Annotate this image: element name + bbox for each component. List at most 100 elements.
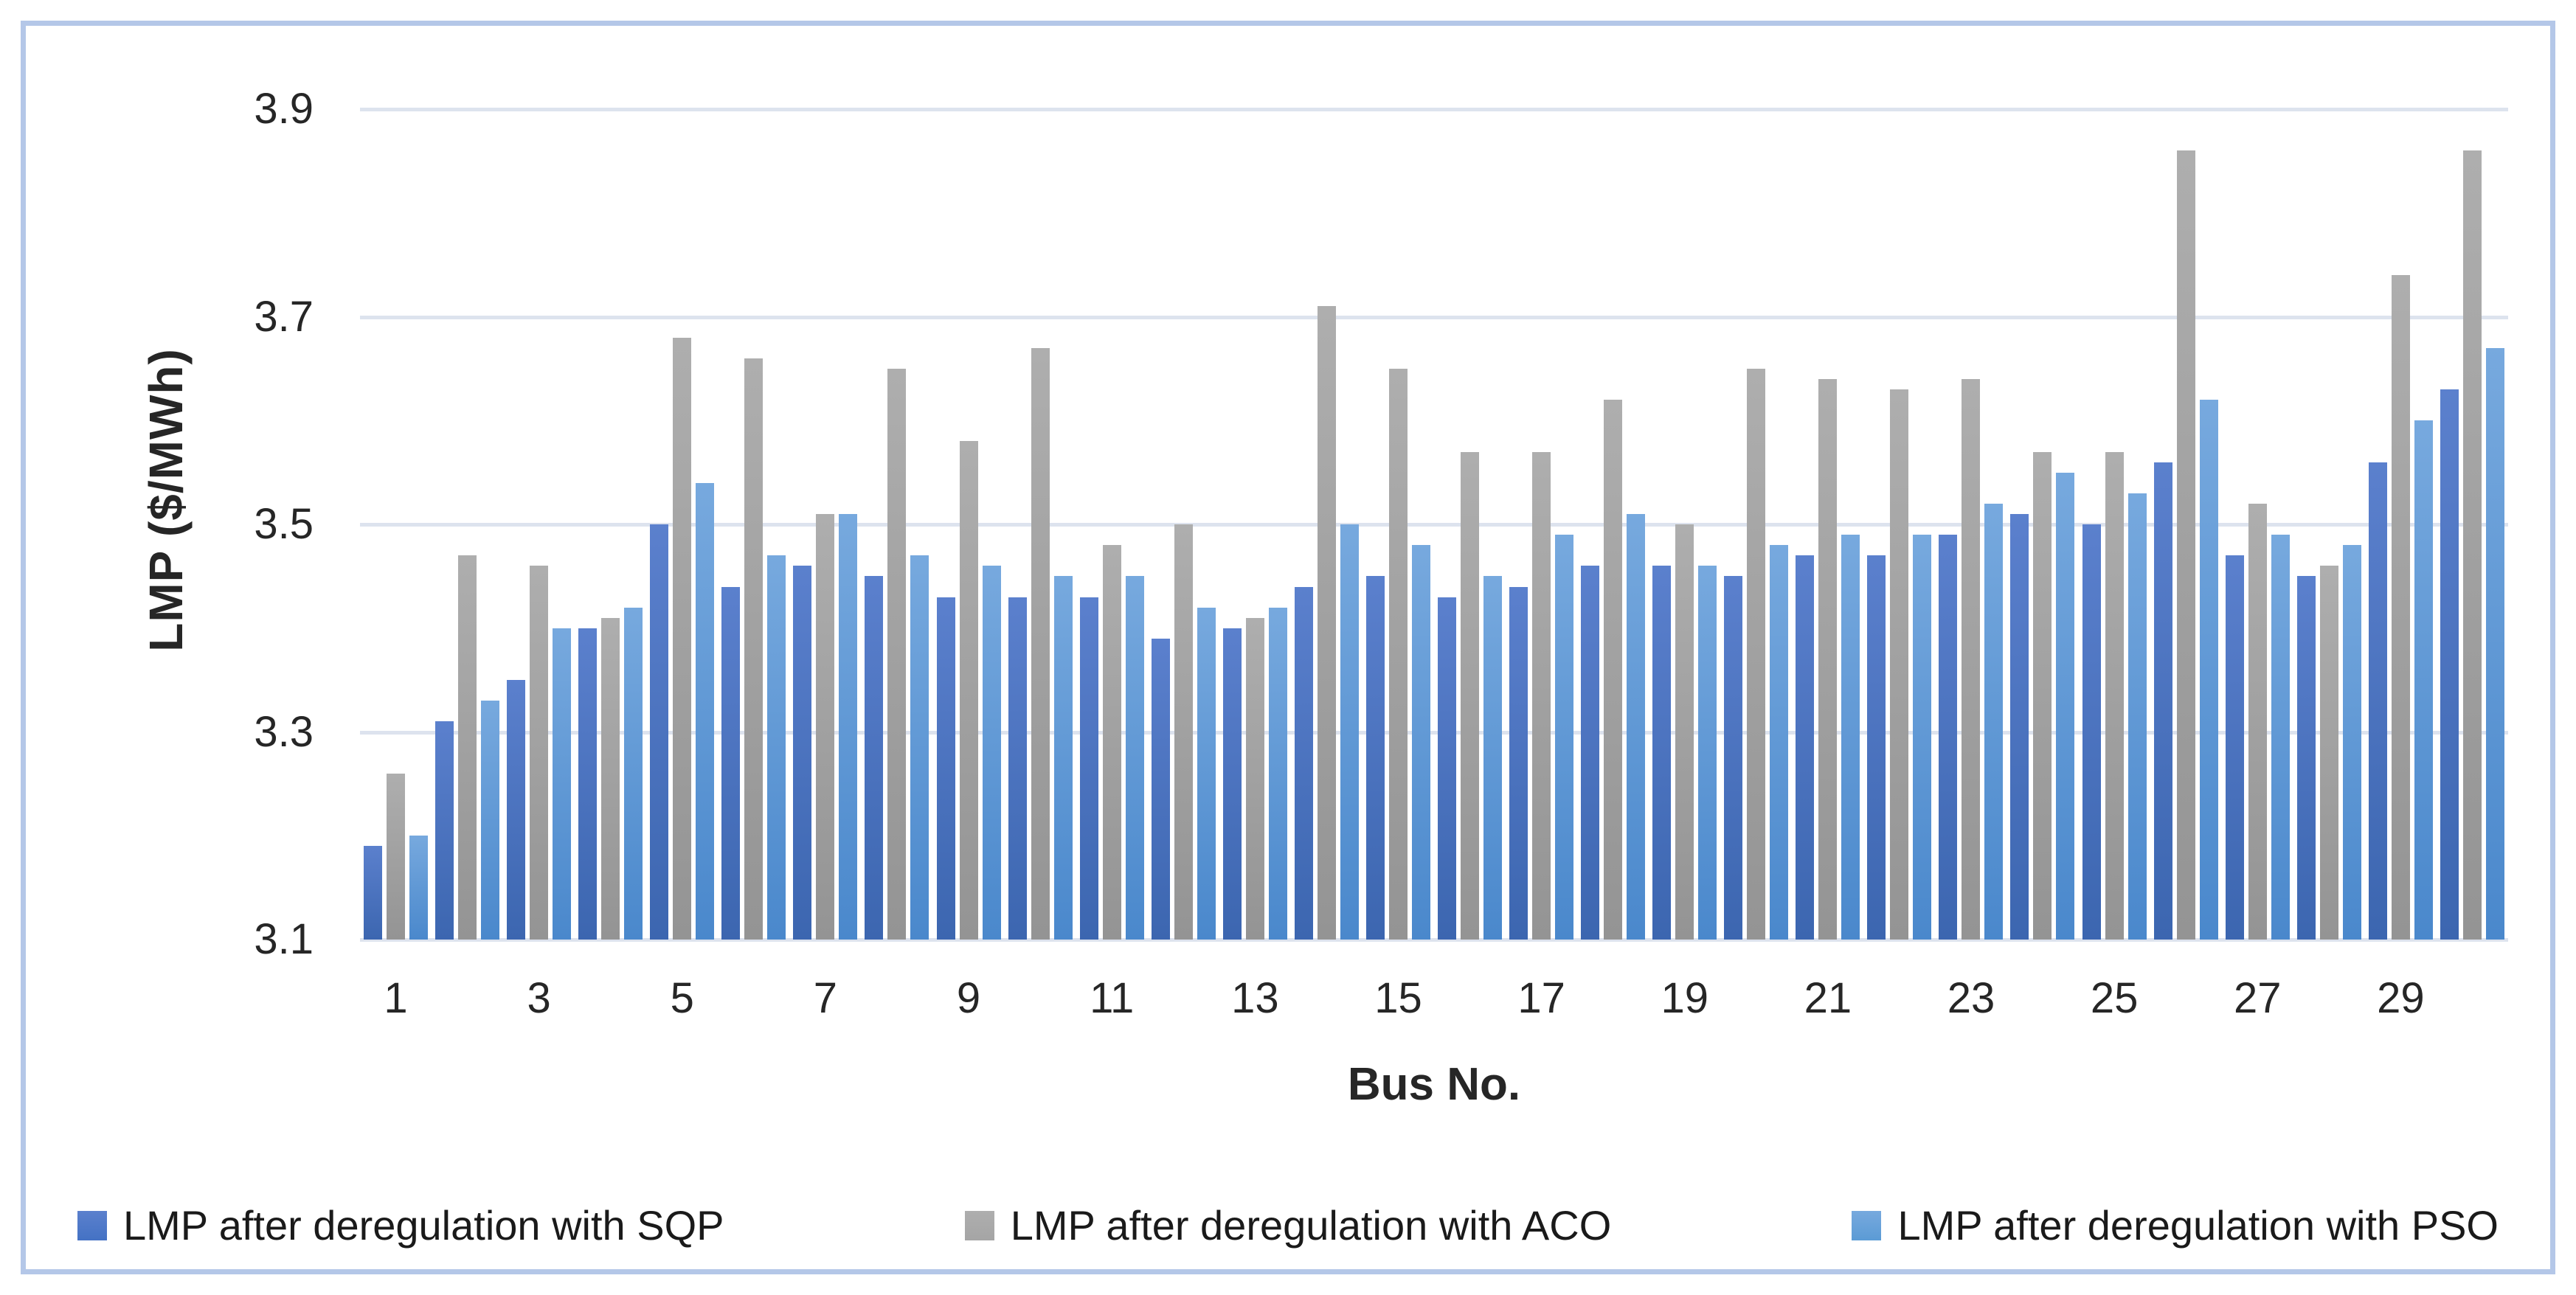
bar bbox=[673, 337, 692, 940]
bar bbox=[2485, 347, 2504, 940]
bar bbox=[1581, 566, 1600, 940]
x-tick-label: 25 bbox=[2090, 974, 2139, 1022]
legend: LMP after deregulation with SQP LMP after… bbox=[77, 1185, 2499, 1266]
bar bbox=[1222, 628, 1242, 940]
bar bbox=[601, 617, 620, 940]
bar-group-bus-20 bbox=[1724, 109, 1789, 940]
bar bbox=[624, 607, 643, 940]
legend-item: LMP after deregulation with SQP bbox=[77, 1204, 724, 1248]
bar bbox=[1151, 638, 1170, 940]
bar bbox=[1841, 535, 1860, 940]
bar bbox=[1174, 524, 1193, 940]
x-tick-label: 11 bbox=[1090, 974, 1135, 1022]
bar-group-bus-26 bbox=[2153, 109, 2218, 940]
y-tick-label: 3.9 bbox=[254, 85, 314, 133]
x-tick-label: 29 bbox=[2377, 974, 2425, 1022]
bar bbox=[1365, 576, 1385, 940]
bar bbox=[1747, 368, 1766, 940]
bar bbox=[2127, 493, 2147, 940]
bar bbox=[2296, 576, 2316, 940]
bar bbox=[2368, 462, 2387, 940]
bar bbox=[1939, 535, 1958, 940]
bar bbox=[2319, 566, 2338, 940]
x-tick-label: 21 bbox=[1804, 974, 1852, 1022]
bar bbox=[2248, 503, 2267, 940]
legend-item: LMP after deregulation with ACO bbox=[964, 1204, 1611, 1248]
bar bbox=[578, 628, 598, 940]
bar bbox=[364, 846, 383, 940]
bar bbox=[409, 836, 429, 940]
bar-group-bus-22 bbox=[1867, 109, 1932, 940]
gridline bbox=[360, 315, 2508, 319]
y-tick-label: 3.7 bbox=[254, 292, 314, 341]
bar bbox=[959, 441, 978, 940]
legend-item: LMP after deregulation with PSO bbox=[1852, 1204, 2499, 1248]
bar bbox=[1031, 347, 1050, 940]
bar-group-bus-9 bbox=[936, 109, 1001, 940]
bar-group-bus-25 bbox=[2082, 109, 2147, 940]
bar bbox=[2199, 400, 2218, 940]
bar bbox=[865, 576, 884, 940]
x-tick-label: 23 bbox=[1947, 974, 1995, 1022]
bar bbox=[721, 586, 741, 940]
bar-group-bus-29 bbox=[2368, 109, 2433, 940]
bar bbox=[793, 566, 812, 940]
bar bbox=[1340, 524, 1359, 940]
legend-swatch bbox=[964, 1211, 994, 1240]
x-tick-label: 1 bbox=[384, 974, 408, 1022]
bar bbox=[1796, 555, 1815, 940]
bar bbox=[887, 368, 907, 940]
bar bbox=[1245, 617, 1264, 940]
bar bbox=[2271, 535, 2290, 940]
bar-group-bus-6 bbox=[721, 109, 786, 940]
y-axis-title: LMP ($/MWh) bbox=[139, 348, 193, 652]
bar-group-bus-12 bbox=[1151, 109, 1216, 940]
bar bbox=[839, 513, 858, 940]
bar-group-bus-14 bbox=[1294, 109, 1359, 940]
bar-group-bus-18 bbox=[1581, 109, 1646, 940]
bar bbox=[696, 482, 715, 940]
bar bbox=[553, 628, 572, 940]
bar bbox=[1984, 503, 2004, 940]
gridline bbox=[360, 108, 2508, 111]
bar bbox=[1675, 524, 1694, 940]
bar bbox=[1867, 555, 1886, 940]
bar-group-bus-15 bbox=[1365, 109, 1430, 940]
bar-group-bus-1 bbox=[364, 109, 429, 940]
bar bbox=[767, 555, 786, 940]
x-tick-label: 9 bbox=[956, 974, 981, 1022]
bar-group-bus-7 bbox=[793, 109, 858, 940]
bar bbox=[1294, 586, 1313, 940]
bar bbox=[2391, 275, 2410, 940]
bar bbox=[435, 721, 454, 940]
gridline bbox=[360, 730, 2508, 735]
bar bbox=[1053, 576, 1073, 940]
bar bbox=[1818, 378, 1838, 940]
bar bbox=[936, 597, 955, 940]
bar bbox=[2414, 420, 2433, 940]
y-tick-label: 3.1 bbox=[254, 915, 314, 963]
bar-group-bus-11 bbox=[1079, 109, 1144, 940]
bar bbox=[2082, 524, 2101, 940]
bar bbox=[2056, 472, 2075, 940]
x-tick-label: 13 bbox=[1231, 974, 1279, 1022]
bar bbox=[2010, 513, 2029, 940]
x-tick-label: 7 bbox=[813, 974, 838, 1022]
bar bbox=[1102, 545, 1121, 940]
x-tick-label: 27 bbox=[2234, 974, 2282, 1022]
bar bbox=[458, 555, 477, 940]
bar-group-bus-28 bbox=[2296, 109, 2361, 940]
gridline bbox=[360, 523, 2508, 527]
plot-area bbox=[360, 108, 2508, 942]
bar-group-bus-27 bbox=[2225, 109, 2290, 940]
x-tick-label: 5 bbox=[670, 974, 694, 1022]
bar bbox=[1411, 545, 1430, 940]
bar bbox=[1008, 597, 1027, 940]
bar-group-bus-13 bbox=[1222, 109, 1287, 940]
bar bbox=[1460, 451, 1479, 940]
bar bbox=[387, 773, 406, 940]
bar-group-bus-5 bbox=[650, 109, 715, 940]
bar-group-bus-8 bbox=[865, 109, 929, 940]
bar bbox=[650, 524, 669, 940]
